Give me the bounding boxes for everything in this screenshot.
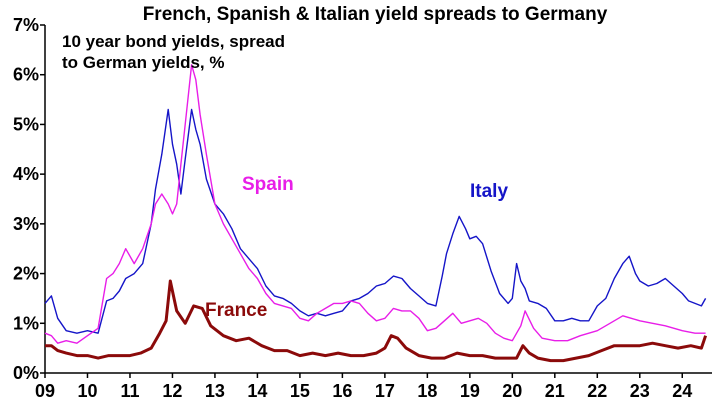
series-lines	[44, 64, 708, 363]
series-line-spain	[44, 64, 706, 344]
y-tick-label: 0%	[13, 363, 39, 383]
x-tick-label: 16	[332, 381, 352, 401]
x-tick-label: 20	[502, 381, 522, 401]
annotation-line-1: 10 year bond yields, spread	[62, 32, 285, 51]
x-tick-label: 10	[77, 381, 97, 401]
x-ticks: 09 10 11 12 13 14 15 16 17 18 19 20 21 22 23 24	[35, 373, 692, 401]
annotation-line-2: to German yields, %	[62, 53, 225, 72]
x-tick-label: 17	[375, 381, 395, 401]
series-label-france: France	[205, 300, 267, 321]
x-tick-label: 24	[672, 381, 692, 401]
y-ticks: 0% 1% 2% 3% 4% 5% 6% 7%	[13, 15, 45, 383]
y-tick-label: 5%	[13, 114, 39, 134]
x-tick-label: 09	[35, 381, 55, 401]
series-label-italy: Italy	[470, 181, 508, 202]
x-tick-label: 15	[290, 381, 310, 401]
series-line-france	[45, 279, 708, 363]
y-tick-label: 6%	[13, 65, 39, 85]
x-tick-label: 14	[247, 381, 267, 401]
chart-title: French, Spanish & Italian yield spreads …	[143, 4, 608, 25]
y-tick-label: 1%	[13, 313, 39, 333]
x-tick-label: 11	[120, 381, 139, 401]
series-label-spain: Spain	[242, 174, 294, 195]
x-tick-label: 21	[545, 381, 565, 401]
x-tick-label: 12	[162, 381, 182, 401]
plot-frame	[44, 25, 712, 374]
x-tick-label: 18	[417, 381, 437, 401]
series-line-italy	[44, 108, 707, 334]
x-tick-label: 13	[205, 381, 225, 401]
y-tick-label: 7%	[13, 15, 39, 35]
x-tick-label: 22	[587, 381, 607, 401]
y-tick-label: 4%	[13, 164, 39, 184]
y-tick-label: 3%	[13, 214, 39, 234]
x-tick-label: 23	[630, 381, 650, 401]
x-tick-label: 19	[460, 381, 480, 401]
y-tick-label: 2%	[13, 264, 39, 284]
